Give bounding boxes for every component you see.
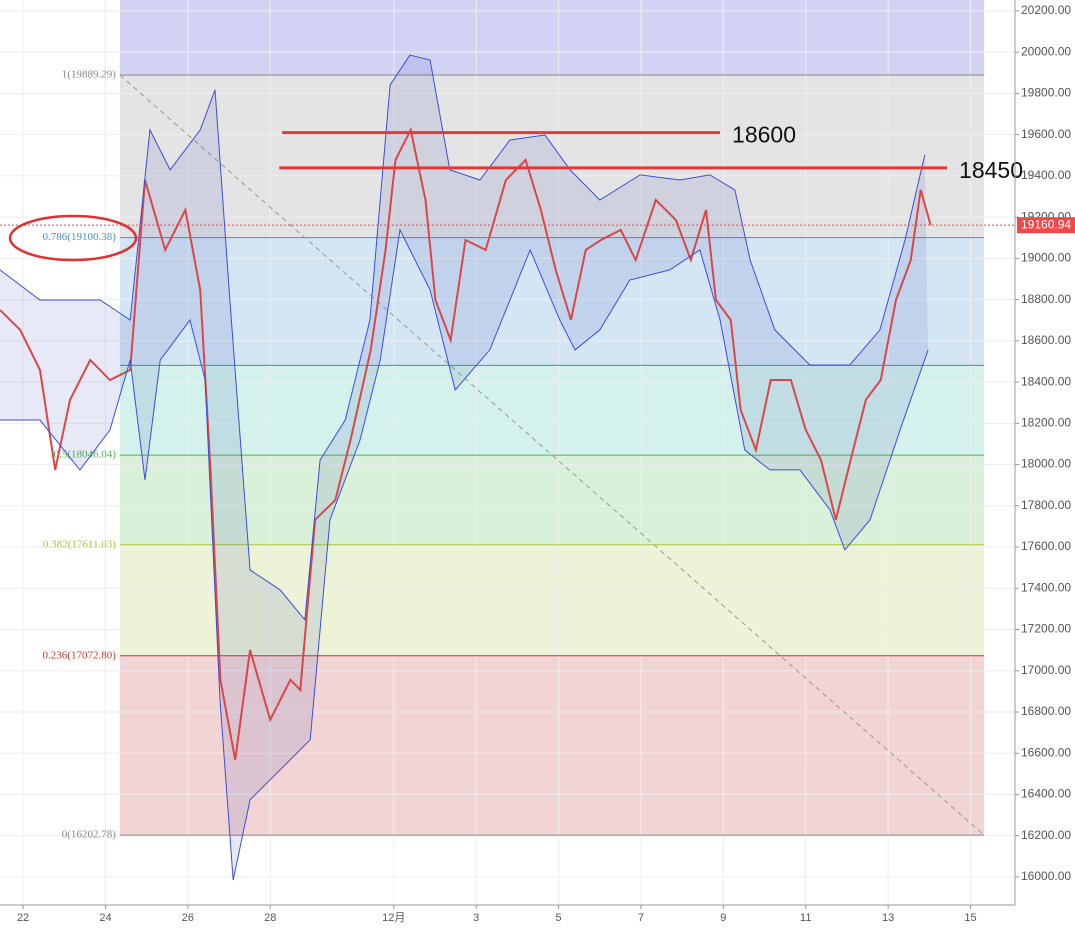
current-price-label: 19160.94 xyxy=(1021,217,1071,231)
fib-zone xyxy=(119,655,985,836)
y-tick-label: 17200.00 xyxy=(1021,622,1071,636)
grid xyxy=(0,0,1019,905)
fib-label: 1(19889.29) xyxy=(62,69,116,81)
y-tick-label: 16400.00 xyxy=(1021,787,1071,801)
y-tick-label: 18400.00 xyxy=(1021,374,1071,388)
y-tick-label: 17600.00 xyxy=(1021,539,1071,553)
y-tick-label: 17400.00 xyxy=(1021,580,1071,594)
band-fill xyxy=(0,55,929,881)
price-line xyxy=(0,126,932,761)
x-tick-label: 15 xyxy=(964,912,976,924)
x-tick-label: 5 xyxy=(556,912,562,924)
y-tick-label: 16600.00 xyxy=(1021,745,1071,759)
x-tick-label: 26 xyxy=(182,912,194,924)
x-tick-label: 11 xyxy=(800,912,811,924)
fib-label: 0.382(17611.03) xyxy=(43,538,116,550)
y-tick-label: 16000.00 xyxy=(1021,869,1071,883)
y-tick-label: 19000.00 xyxy=(1021,251,1071,265)
y-tick-label: 18600.00 xyxy=(1021,333,1071,347)
x-tick-label: 9 xyxy=(720,912,726,924)
fib-zone xyxy=(119,74,985,238)
band-line xyxy=(0,54,926,622)
fib-trend-line xyxy=(119,74,985,836)
x-tick-label: 28 xyxy=(264,912,276,924)
overlay: 18600 18450 xyxy=(0,122,1023,226)
fib-label: 0.786(19100.38) xyxy=(43,231,117,243)
band-line xyxy=(0,228,929,881)
fib-label: 0(16202.78) xyxy=(62,829,116,841)
y-tick-label: 20200.00 xyxy=(1021,3,1071,17)
x-tick-label: 13 xyxy=(882,912,894,924)
fib-zones xyxy=(119,0,985,836)
y-tick-label: 20000.00 xyxy=(1021,44,1071,58)
series xyxy=(0,54,932,881)
y-tick-label: 19800.00 xyxy=(1021,86,1071,100)
y-tick-label: 18800.00 xyxy=(1021,292,1071,306)
x-tick-label: 24 xyxy=(99,912,111,924)
x-tick-label: 12月 xyxy=(382,912,405,924)
y-tick-label: 19600.00 xyxy=(1021,127,1071,141)
fib-zone xyxy=(119,365,985,456)
y-tick-label: 18000.00 xyxy=(1021,457,1071,471)
fib-zone xyxy=(119,544,985,656)
annotation-label: 18450 xyxy=(959,157,1023,183)
x-tick-label: 7 xyxy=(638,912,644,924)
annotation-label: 18600 xyxy=(732,122,796,148)
y-tick-label: 16200.00 xyxy=(1021,828,1071,842)
highlight-ellipse xyxy=(8,214,138,262)
fib-label: 0.5(18046.04) xyxy=(54,449,117,461)
y-tick-label: 17000.00 xyxy=(1021,663,1071,677)
y-tick-label: 19400.00 xyxy=(1021,168,1071,182)
fib-label: 0.236(17072.80) xyxy=(43,649,117,661)
y-tick-label: 18200.00 xyxy=(1021,415,1071,429)
fib-zone xyxy=(119,0,985,75)
current-price-box xyxy=(1017,217,1075,234)
y-tick-label: 16800.00 xyxy=(1021,704,1071,718)
x-tick-label: 22 xyxy=(17,912,29,924)
x-tick-label: 3 xyxy=(473,912,479,924)
y-tick-label: 17800.00 xyxy=(1021,498,1071,512)
